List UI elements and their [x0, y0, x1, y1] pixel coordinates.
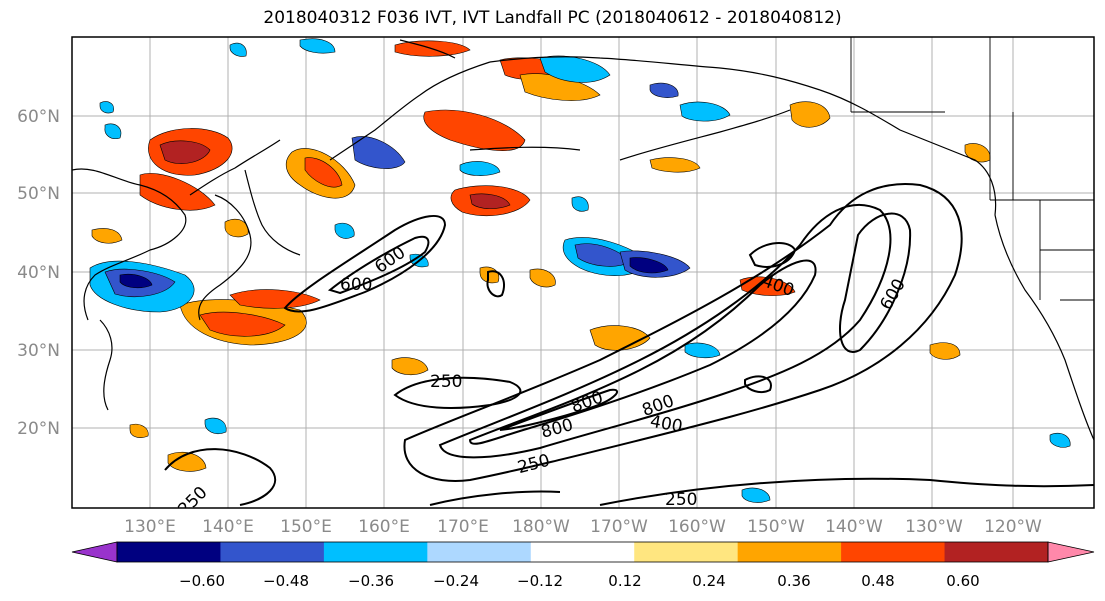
colorbar-tick-label: −0.12	[517, 572, 563, 590]
coastlines	[72, 39, 1094, 441]
ivt-contours	[164, 183, 1094, 506]
colorbar-tick-label: 0.60	[946, 572, 979, 590]
lon-label: 150°E	[280, 517, 332, 537]
colorbar-extension-high	[1047, 541, 1095, 563]
lon-label: 160°E	[358, 517, 410, 537]
lat-label: 20°N	[17, 419, 60, 439]
contour-label: 250	[430, 372, 462, 392]
figure-title: 2018040312 F036 IVT, IVT Landfall PC (20…	[263, 8, 842, 28]
latitude-labels: 60°N 50°N 40°N 30°N 20°N	[17, 107, 60, 439]
colorbar-outline	[116, 541, 1049, 563]
colorbar-cell	[220, 542, 325, 562]
lon-label: 140°W	[825, 517, 883, 537]
lat-label: 60°N	[17, 107, 60, 127]
colorbar-tick-label: 0.24	[692, 572, 725, 590]
map-frame	[71, 36, 1095, 509]
lat-label: 30°N	[17, 341, 60, 361]
colorbar-tick-label: −0.36	[348, 572, 394, 590]
colorbar-cell	[737, 542, 842, 562]
contour-label: 250	[665, 490, 697, 510]
lon-label: 170°E	[437, 517, 489, 537]
lat-label: 50°N	[17, 184, 60, 204]
lon-label: 180°W	[512, 517, 570, 537]
lon-label: 160°W	[668, 517, 726, 537]
lat-label: 40°N	[17, 263, 60, 283]
lon-label: 120°W	[984, 517, 1042, 537]
colorbar-tick-label: −0.24	[433, 572, 479, 590]
colorbar-tick-label: −0.60	[179, 572, 225, 590]
colorbar-tick-label: −0.48	[263, 572, 309, 590]
political-borders	[850, 37, 1094, 301]
longitude-labels: 130°E 140°E 150°E 160°E 170°E 180°W 170°…	[124, 517, 1042, 537]
colorbar-cell	[944, 542, 1049, 562]
colorbar-cell	[530, 542, 635, 562]
colorbar-tick-label: 0.36	[777, 572, 810, 590]
colorbar-cell	[117, 542, 221, 562]
colorbar-tick-labels: −0.60 −0.48 −0.36 −0.24 −0.12 0.12 0.24 …	[179, 572, 980, 590]
lon-label: 170°W	[590, 517, 648, 537]
lon-label: 130°E	[124, 517, 176, 537]
colorbar-tick-label: 0.48	[861, 572, 894, 590]
positive-anomaly-fills	[91, 40, 991, 472]
colorbar-cell	[634, 542, 739, 562]
colorbar-extension-low	[71, 541, 118, 563]
contour-label: 600	[340, 275, 372, 295]
colorbar: −0.60 −0.48 −0.36 −0.24 −0.12 0.12 0.24 …	[71, 541, 1095, 590]
colorbar-cell	[841, 542, 946, 562]
lon-label: 130°W	[905, 517, 963, 537]
colorbar-cell	[427, 542, 532, 562]
colorbar-cells	[71, 541, 1095, 563]
lon-label: 150°W	[747, 517, 805, 537]
colorbar-tick-label: 0.12	[608, 572, 641, 590]
colorbar-cell	[323, 542, 428, 562]
lon-label: 140°E	[202, 517, 254, 537]
map-panel: 600 600 400 600 250 800 800 800 400 250 …	[71, 36, 1095, 510]
